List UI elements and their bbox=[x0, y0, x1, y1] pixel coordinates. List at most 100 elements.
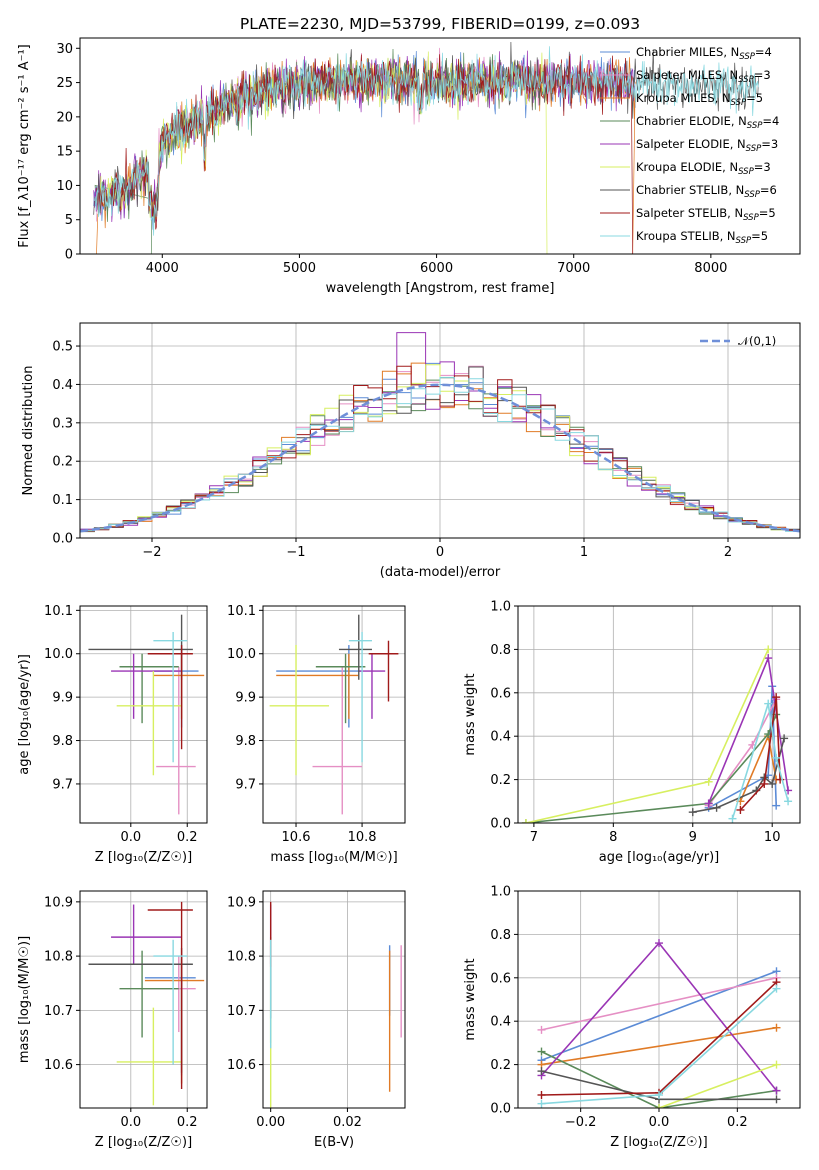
weight-marker bbox=[655, 939, 663, 948]
errorbar-point-3 bbox=[119, 950, 179, 1038]
y-tick-label: 1.0 bbox=[490, 600, 511, 615]
errorbar-point-8 bbox=[348, 632, 372, 763]
errorbar-point-3 bbox=[315, 653, 366, 724]
weight-marker bbox=[655, 1104, 663, 1108]
y-tick-label: 0.6 bbox=[490, 686, 511, 701]
figure-title: PLATE=2230, MJD=53799, FIBERID=0199, z=0… bbox=[240, 15, 640, 33]
y-tick-label: 9.9 bbox=[235, 691, 256, 706]
y-tick-label: 10.1 bbox=[227, 604, 256, 619]
legend-entry: Kroupa STELIB, NSSP=5 bbox=[636, 229, 768, 246]
y-tick-label: 1.0 bbox=[490, 885, 511, 900]
errorbar-point-7 bbox=[147, 645, 193, 750]
y-tick-label: 0.2 bbox=[490, 1058, 511, 1073]
errorbar-point-4 bbox=[358, 653, 386, 719]
panel-age_vs_Z: 0.0 0.2 9.7 9.8 9.9 10.0 10.1 Z [log₁₀(Z/Z☉)] ag… bbox=[17, 604, 208, 865]
weight-marker bbox=[712, 803, 721, 812]
weight-marker bbox=[772, 753, 781, 762]
weight-marker bbox=[728, 814, 737, 823]
weight-marker bbox=[537, 1047, 546, 1056]
gridlines-age_vs_Z bbox=[80, 606, 207, 823]
weight-marker bbox=[537, 1067, 546, 1076]
y-axis-label: Normed distribution bbox=[21, 366, 36, 496]
y-axis-label: mass [log₁₀(M/M☉)] bbox=[17, 936, 32, 1063]
x-axis-label: wavelength [Angstrom, rest frame] bbox=[326, 281, 555, 296]
errorbar-point-5 bbox=[269, 645, 330, 776]
y-tick-label: 30 bbox=[56, 42, 73, 57]
plot-area-age_vs_mass bbox=[269, 614, 399, 815]
axes-frame bbox=[517, 605, 801, 824]
y-tick-label: 10 bbox=[56, 179, 73, 194]
weight-line-7 bbox=[739, 696, 781, 811]
normal-curve bbox=[80, 383, 800, 533]
axes-frame bbox=[79, 890, 208, 1109]
y-tick-label: 0.8 bbox=[490, 643, 511, 658]
legend-entry: Kroupa ELODIE, NSSP=3 bbox=[636, 160, 771, 177]
errorbar-point-5 bbox=[116, 671, 182, 776]
legend-entry: Salpeter MILES, NSSP=3 bbox=[636, 68, 771, 85]
axes-frame bbox=[79, 37, 801, 255]
y-tick-label: 10.0 bbox=[44, 647, 73, 662]
y-tick-label: 10.8 bbox=[227, 950, 256, 965]
axes-frame bbox=[262, 605, 406, 824]
weight-line-3 bbox=[541, 1050, 777, 1108]
errorbar-point-1 bbox=[312, 666, 363, 815]
y-tick-label: 0.5 bbox=[52, 340, 73, 355]
panel-mass_vs_Z: 0.0 0.2 10.6 10.7 10.8 10.9 Z [log₁₀(Z/Z☉)] mas… bbox=[17, 890, 208, 1150]
errorbar-point-1 bbox=[142, 956, 196, 1033]
y-tick-label: 0.0 bbox=[52, 532, 73, 547]
x-tick-label: 9 bbox=[689, 830, 697, 845]
y-tick-label: 9.8 bbox=[235, 734, 256, 749]
panel-residuals: −2 −1 0 1 2 0.0 0.1 0.2 0.3 0.4 0.5 (data-model)/er… bbox=[21, 322, 801, 580]
y-tick-label: 0.3 bbox=[52, 416, 73, 431]
y-axis-label: mass weight bbox=[463, 958, 478, 1040]
x-tick-label: 1 bbox=[580, 545, 588, 560]
y-tick-label: 9.9 bbox=[52, 691, 73, 706]
x-tick-label: 10 bbox=[764, 830, 781, 845]
y-tick-label: 0.0 bbox=[490, 817, 511, 832]
x-tick-label: 10.6 bbox=[282, 830, 311, 845]
weight-marker bbox=[780, 734, 789, 743]
plot-area-weight_vs_Z bbox=[537, 939, 781, 1108]
errorbar-point-5 bbox=[116, 1007, 182, 1106]
y-tick-label: 0.4 bbox=[52, 378, 73, 393]
y-tick-label: 10.0 bbox=[227, 647, 256, 662]
y-tick-label: 0.2 bbox=[52, 455, 73, 470]
y-tick-label: 9.7 bbox=[235, 777, 256, 792]
errorbar-point-7 bbox=[147, 901, 193, 1090]
y-tick-label: 10.6 bbox=[227, 1058, 256, 1073]
y-tick-label: 0.4 bbox=[490, 730, 511, 745]
x-tick-label: 7000 bbox=[557, 261, 590, 276]
weight-marker bbox=[704, 799, 713, 808]
y-tick-label: 9.8 bbox=[52, 734, 73, 749]
weight-marker bbox=[537, 1099, 546, 1108]
y-tick-label: 10.1 bbox=[44, 604, 73, 619]
plot-area-mass_vs_Z bbox=[88, 901, 205, 1106]
weight-marker bbox=[784, 797, 793, 806]
weight-marker bbox=[764, 654, 773, 663]
weight-marker bbox=[704, 777, 713, 786]
spectrum-line-8 bbox=[94, 46, 759, 236]
weight-marker bbox=[772, 984, 781, 993]
errorbar-point-0 bbox=[144, 956, 196, 1076]
weight-marker bbox=[760, 779, 769, 788]
x-tick-label: 0.00 bbox=[256, 1115, 285, 1130]
x-tick-label: 0.2 bbox=[177, 830, 198, 845]
gridlines-mass_vs_Z bbox=[80, 891, 207, 1108]
x-axis-label: Z [log₁₀(Z/Z☉)] bbox=[95, 850, 192, 865]
y-tick-label: 10.9 bbox=[44, 895, 73, 910]
x-tick-label: 6000 bbox=[420, 261, 453, 276]
x-tick-label: 5000 bbox=[283, 261, 316, 276]
x-tick-label: 4000 bbox=[146, 261, 179, 276]
plot-area-residuals bbox=[80, 332, 800, 538]
x-axis-label: Z [log₁₀(Z/Z☉)] bbox=[610, 1135, 707, 1150]
x-tick-label: −0.2 bbox=[565, 1115, 597, 1130]
y-tick-label: 20 bbox=[56, 110, 73, 125]
y-tick-label: 10.8 bbox=[44, 950, 73, 965]
y-tick-label: 0.4 bbox=[490, 1015, 511, 1030]
x-tick-label: 0.2 bbox=[727, 1115, 748, 1130]
weight-marker bbox=[772, 1023, 781, 1032]
y-tick-label: 10.7 bbox=[227, 1004, 256, 1019]
errorbar-point-8 bbox=[153, 939, 188, 1065]
x-axis-label: mass [log₁₀(M/M☉)] bbox=[270, 850, 397, 865]
